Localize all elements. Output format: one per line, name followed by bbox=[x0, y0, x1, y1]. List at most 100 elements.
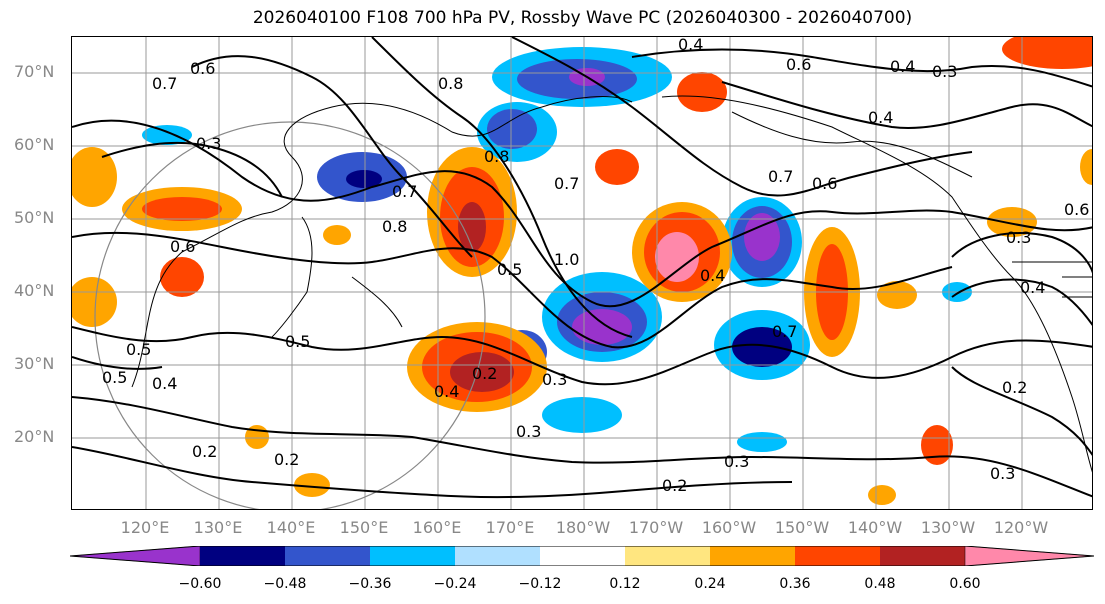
colorbar-seg bbox=[455, 546, 540, 566]
colorbar-tick: 0.48 bbox=[864, 576, 896, 592]
positive-anomaly bbox=[655, 232, 699, 282]
positive-anomaly bbox=[1080, 149, 1092, 185]
colorbar-tick: −0.60 bbox=[178, 576, 222, 592]
positive-anomaly bbox=[72, 277, 117, 327]
positive-anomaly bbox=[677, 72, 727, 112]
colorbar-seg bbox=[285, 546, 370, 566]
contour-label: 1.0 bbox=[554, 250, 579, 269]
positive-anomaly bbox=[595, 149, 639, 185]
contour-label: 0.4 bbox=[152, 374, 177, 393]
colorbar-seg bbox=[540, 546, 625, 566]
colorbar-seg bbox=[625, 546, 710, 566]
positive-anomaly bbox=[323, 225, 351, 245]
contour-label: 0.4 bbox=[868, 108, 893, 127]
lat-label: 20°N bbox=[14, 427, 55, 446]
lon-label: 170°E bbox=[485, 518, 535, 537]
lon-label: 130°W bbox=[920, 518, 976, 537]
graticule bbox=[72, 37, 1092, 509]
colorbar-tick: 0.36 bbox=[779, 576, 811, 592]
map-panel: 0.4 0.6 0.7 0.6 0.3 0.8 0.4 0.8 0.7 0.7 … bbox=[71, 36, 1093, 510]
contour-label: 0.7 bbox=[152, 74, 177, 93]
colorbar-tick: 0.24 bbox=[694, 576, 726, 592]
contour-label: 0.4 bbox=[678, 37, 703, 54]
coastlines bbox=[131, 95, 1092, 473]
lon-label: 120°W bbox=[993, 518, 1049, 537]
contour-label: 0.3 bbox=[196, 134, 221, 153]
lon-label: 140°E bbox=[266, 518, 316, 537]
positive-anomaly bbox=[877, 281, 917, 309]
contour-label: 0.8 bbox=[438, 74, 463, 93]
lon-label: 140°W bbox=[847, 518, 903, 537]
contour-label: 0.7 bbox=[554, 174, 579, 193]
positive-anomaly bbox=[72, 147, 117, 207]
contour-label: 0.7 bbox=[392, 182, 417, 201]
map-canvas: 0.4 0.6 0.7 0.6 0.3 0.8 0.4 0.8 0.7 0.7 … bbox=[72, 37, 1092, 509]
pv-contours bbox=[72, 37, 1092, 499]
colorbar-tick: −0.24 bbox=[433, 576, 477, 592]
contour-label: 0.5 bbox=[126, 340, 151, 359]
contour-label: 0.6 bbox=[812, 174, 837, 193]
lon-label: 170°W bbox=[628, 518, 684, 537]
colorbar-tick: 0.60 bbox=[949, 576, 981, 592]
colorbar-tick: 0.12 bbox=[609, 576, 641, 592]
positive-anomaly bbox=[160, 257, 204, 297]
colorbar-seg bbox=[370, 546, 455, 566]
colorbar-seg bbox=[69, 545, 201, 567]
contour-label: 0.8 bbox=[382, 217, 407, 236]
lon-label: 160°E bbox=[412, 518, 462, 537]
contour-label: 0.3 bbox=[516, 422, 541, 441]
contour-label: 0.4 bbox=[434, 382, 459, 401]
negative-anomaly bbox=[142, 125, 192, 145]
contour-label: 0.6 bbox=[1064, 200, 1089, 219]
negative-anomaly bbox=[346, 170, 382, 188]
lon-label: 180°W bbox=[555, 518, 611, 537]
contour-labels: 0.4 0.6 0.7 0.6 0.3 0.8 0.4 0.8 0.7 0.7 … bbox=[102, 37, 1089, 495]
positive-anomaly bbox=[868, 485, 896, 505]
negative-anomaly bbox=[572, 309, 632, 345]
lon-label: 150°W bbox=[774, 518, 830, 537]
negative-anomaly bbox=[737, 432, 787, 452]
contour-label: 0.3 bbox=[990, 464, 1015, 483]
lon-label: 160°W bbox=[701, 518, 757, 537]
contour-label: 0.2 bbox=[472, 364, 497, 383]
contour-label: 0.4 bbox=[700, 266, 725, 285]
lat-label: 30°N bbox=[14, 354, 55, 373]
map-title: 2026040100 F108 700 hPa PV, Rossby Wave … bbox=[252, 8, 913, 28]
contour-label: 0.3 bbox=[724, 452, 749, 471]
domain-circle bbox=[94, 121, 486, 509]
contour-label: 0.7 bbox=[768, 167, 793, 186]
positive-anomaly bbox=[1002, 37, 1092, 69]
lon-label: 150°E bbox=[339, 518, 389, 537]
contour-label: 0.8 bbox=[484, 147, 509, 166]
contour-label: 0.3 bbox=[542, 370, 567, 389]
colorbar-tick: −0.36 bbox=[348, 576, 392, 592]
colorbar-seg bbox=[880, 546, 965, 566]
negative-anomaly bbox=[487, 109, 537, 149]
positive-anomaly bbox=[450, 352, 514, 392]
lat-label: 40°N bbox=[14, 281, 55, 300]
negative-anomaly bbox=[732, 327, 792, 367]
colorbar-seg bbox=[795, 546, 880, 566]
colorbar bbox=[69, 545, 1095, 567]
contour-label: 0.2 bbox=[192, 442, 217, 461]
lat-label: 60°N bbox=[14, 135, 55, 154]
contour-label: 0.2 bbox=[274, 450, 299, 469]
colorbar-seg bbox=[964, 545, 1095, 567]
contour-label: 0.5 bbox=[497, 260, 522, 279]
positive-anomaly bbox=[987, 207, 1037, 237]
negative-anomaly bbox=[542, 397, 622, 433]
positive-anomaly bbox=[142, 197, 222, 221]
contour-label: 0.5 bbox=[285, 332, 310, 351]
colorbar-seg bbox=[200, 546, 285, 566]
contour-label: 0.3 bbox=[1006, 228, 1031, 247]
colorbar-seg bbox=[710, 546, 795, 566]
contour-label: 0.5 bbox=[102, 368, 127, 387]
positive-anomaly bbox=[294, 473, 330, 497]
contour-label: 0.2 bbox=[662, 476, 687, 495]
colorbar-svg bbox=[69, 545, 1095, 567]
contour-label: 0.6 bbox=[170, 237, 195, 256]
positive-anomaly bbox=[921, 425, 953, 465]
positive-anomaly bbox=[458, 202, 486, 252]
lat-label: 70°N bbox=[14, 62, 55, 81]
colorbar-tick: −0.12 bbox=[518, 576, 562, 592]
